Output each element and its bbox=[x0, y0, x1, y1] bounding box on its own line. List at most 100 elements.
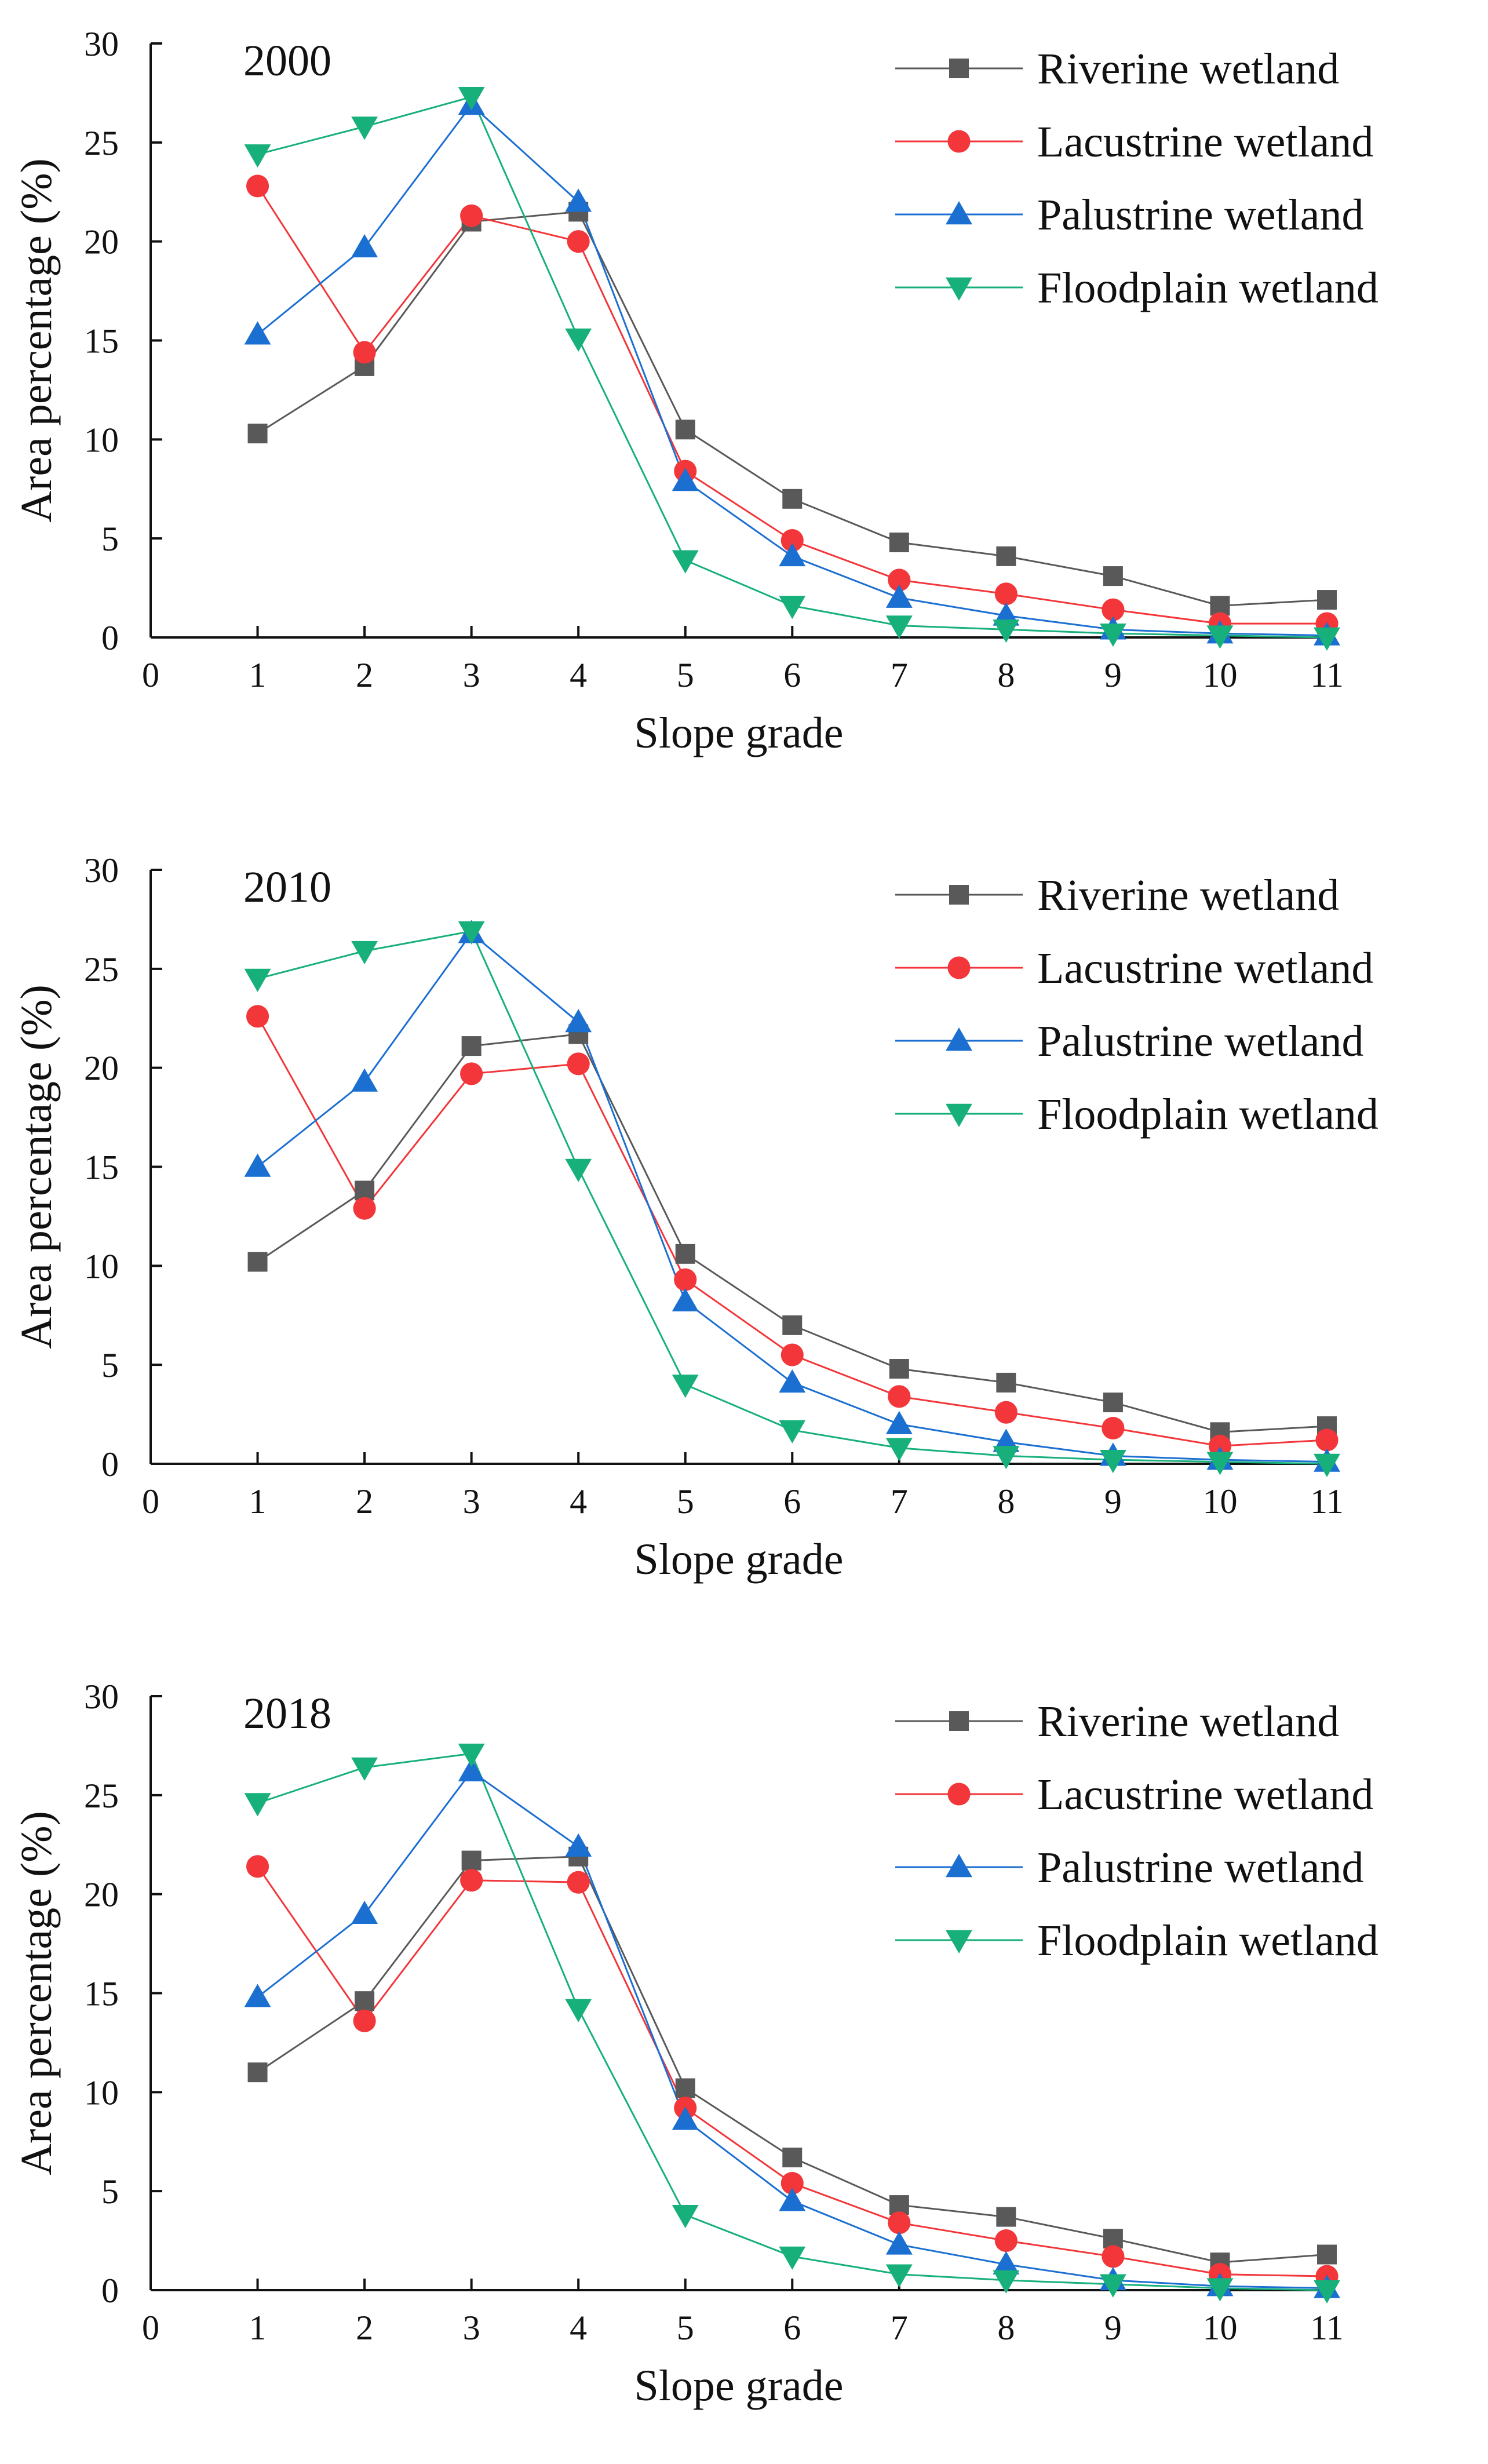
x-tick-label: 7 bbox=[891, 2309, 908, 2347]
legend-item: Lacustrine wetland bbox=[895, 118, 1373, 166]
x-tick-label: 11 bbox=[1310, 2309, 1344, 2347]
y-tick-label: 0 bbox=[101, 619, 119, 657]
x-tick-label: 4 bbox=[570, 1482, 587, 1521]
data-point bbox=[779, 2188, 806, 2211]
data-point bbox=[996, 2207, 1016, 2227]
data-point bbox=[1102, 598, 1125, 621]
y-axis-title: Area percentage (%) bbox=[12, 985, 61, 1349]
y-tick-label: 20 bbox=[84, 1049, 119, 1088]
legend-item: Lacustrine wetland bbox=[895, 944, 1373, 993]
x-tick-label: 9 bbox=[1104, 656, 1122, 694]
x-tick-label: 5 bbox=[677, 656, 694, 694]
x-tick-label: 3 bbox=[463, 1482, 480, 1521]
x-axis-title: Slope grade bbox=[634, 709, 844, 757]
series-markers bbox=[247, 1846, 1337, 2273]
data-point bbox=[565, 1999, 592, 2022]
data-point bbox=[565, 1009, 592, 1033]
legend: Riverine wetland Lacustrine wetland Palust… bbox=[895, 871, 1378, 1139]
y-tick-label: 30 bbox=[84, 25, 119, 63]
x-axis-title: Slope grade bbox=[634, 1535, 844, 1584]
x-tick-label: 6 bbox=[783, 2309, 801, 2347]
x-tick-label: 2 bbox=[356, 1482, 373, 1521]
data-point bbox=[675, 420, 695, 440]
data-point bbox=[351, 1757, 378, 1781]
data-point bbox=[885, 1438, 913, 1461]
x-tick-label: 2 bbox=[356, 2309, 373, 2347]
y-tick-label: 10 bbox=[84, 1247, 119, 1285]
panel-year-label: 2010 bbox=[243, 863, 331, 912]
data-point bbox=[672, 468, 699, 491]
data-point bbox=[1314, 1453, 1340, 1477]
series-markers bbox=[244, 920, 1340, 1472]
legend-label: Lacustrine wetland bbox=[1037, 1770, 1373, 1819]
legend-marker bbox=[947, 956, 971, 979]
data-point bbox=[781, 2171, 804, 2195]
y-tick-label: 25 bbox=[84, 1777, 119, 1815]
data-point bbox=[781, 1343, 804, 1366]
x-tick-label: 10 bbox=[1202, 1482, 1237, 1521]
y-tick-label: 20 bbox=[84, 1876, 119, 1914]
data-point bbox=[1102, 2245, 1125, 2268]
data-point bbox=[885, 2264, 913, 2288]
series-markers bbox=[246, 1855, 1339, 2288]
x-tick-label: 2 bbox=[356, 656, 373, 694]
y-tick-label: 5 bbox=[101, 1346, 119, 1384]
legend-marker bbox=[949, 885, 969, 905]
x-tick-label: 3 bbox=[463, 2309, 480, 2347]
data-point bbox=[244, 1153, 271, 1177]
data-point bbox=[565, 328, 592, 352]
data-point bbox=[1206, 1452, 1234, 1475]
data-point bbox=[779, 596, 806, 619]
legend-label: Palustrine wetland bbox=[1037, 1843, 1364, 1892]
data-point bbox=[355, 1991, 375, 2011]
series-markers bbox=[244, 91, 1340, 646]
x-tick-label: 5 bbox=[677, 1482, 694, 1521]
legend-marker bbox=[946, 277, 972, 301]
y-tick-label: 10 bbox=[84, 2073, 119, 2112]
data-point bbox=[888, 2211, 911, 2235]
legend-marker bbox=[946, 1103, 972, 1127]
data-point bbox=[565, 188, 592, 212]
legend-item: Floodplain wetland bbox=[895, 1090, 1378, 1139]
x-tick-label: 6 bbox=[783, 656, 801, 694]
data-point bbox=[461, 1036, 482, 1056]
data-point bbox=[1314, 627, 1340, 651]
legend-marker bbox=[946, 1854, 972, 1878]
data-point bbox=[1315, 1428, 1339, 1452]
legend: Riverine wetland Lacustrine wetland Palust… bbox=[895, 45, 1378, 312]
legend-item: Riverine wetland bbox=[895, 45, 1339, 93]
data-point bbox=[565, 1833, 592, 1857]
x-tick-label: 9 bbox=[1104, 2309, 1122, 2347]
x-tick-label: 8 bbox=[997, 1482, 1015, 1521]
data-point bbox=[889, 533, 909, 552]
data-point bbox=[1208, 1434, 1232, 1457]
legend-item: Riverine wetland bbox=[895, 871, 1339, 920]
data-point bbox=[1102, 1416, 1125, 1440]
data-point bbox=[885, 2231, 913, 2255]
legend-label: Riverine wetland bbox=[1037, 1697, 1339, 1746]
data-point bbox=[353, 1197, 376, 1220]
y-tick-label: 0 bbox=[101, 1445, 119, 1483]
x-tick-label: 4 bbox=[570, 2309, 587, 2347]
x-tick-label: 0 bbox=[142, 1482, 159, 1521]
data-point bbox=[994, 582, 1017, 606]
x-tick-label: 0 bbox=[142, 656, 159, 694]
x-tick-label: 6 bbox=[783, 1482, 801, 1521]
data-point bbox=[458, 1758, 485, 1782]
data-point bbox=[351, 1068, 378, 1092]
data-point bbox=[779, 2246, 806, 2270]
data-point bbox=[672, 2106, 699, 2130]
legend-marker bbox=[949, 1711, 969, 1731]
data-point bbox=[567, 230, 590, 253]
data-point bbox=[351, 234, 378, 258]
y-tick-label: 25 bbox=[84, 950, 119, 989]
data-point bbox=[888, 568, 911, 592]
data-point bbox=[672, 1375, 699, 1398]
y-axis-title: Area percentage (%) bbox=[12, 1811, 61, 2175]
x-tick-label: 8 bbox=[997, 2309, 1015, 2347]
legend-label: Lacustrine wetland bbox=[1037, 118, 1373, 166]
x-tick-label: 8 bbox=[997, 656, 1015, 694]
data-point bbox=[1317, 590, 1337, 610]
data-point bbox=[885, 615, 913, 639]
